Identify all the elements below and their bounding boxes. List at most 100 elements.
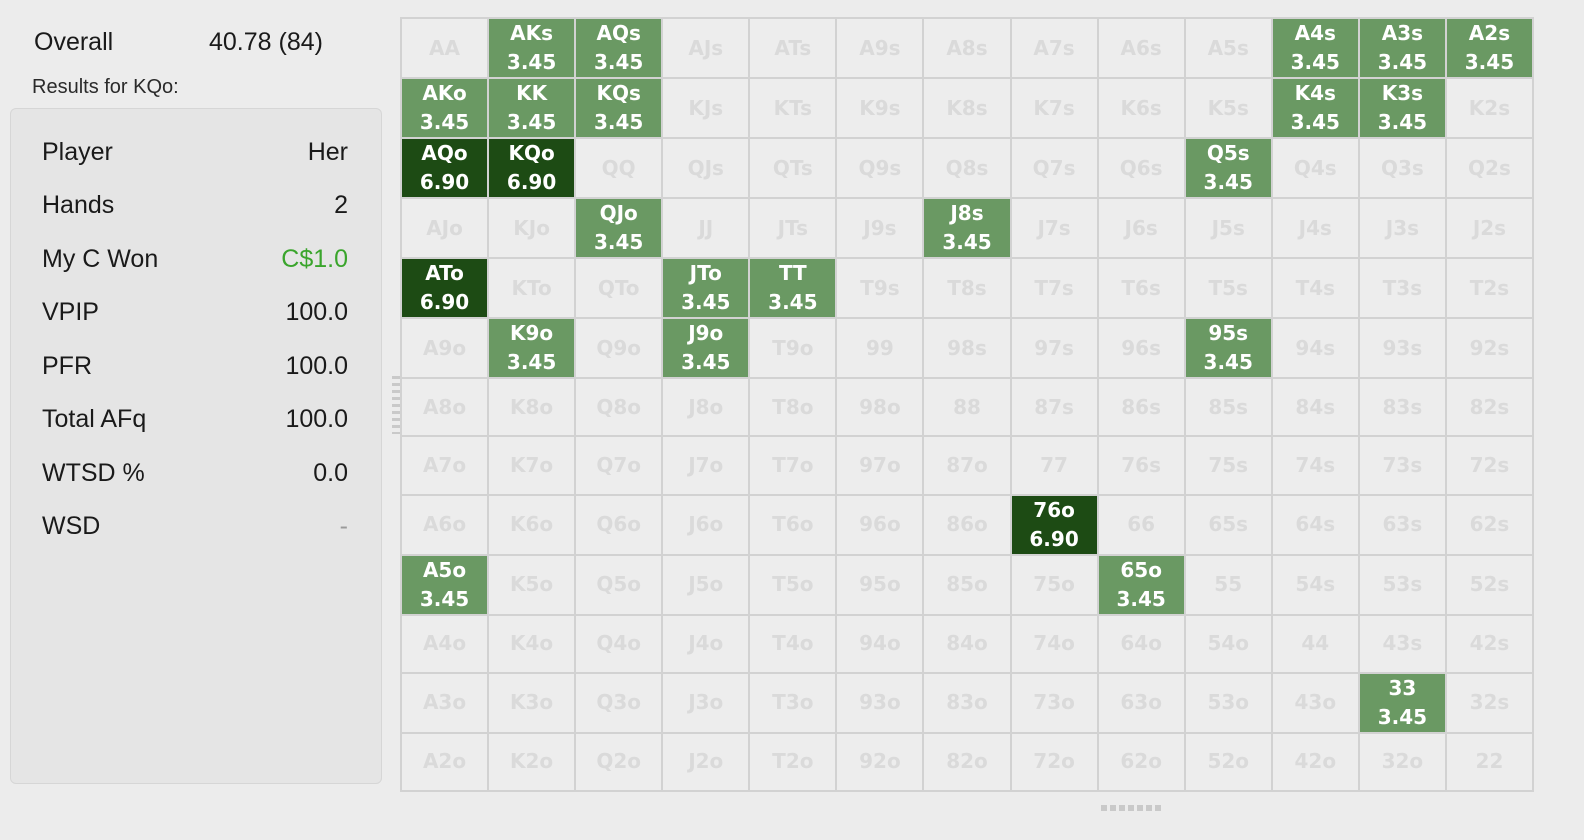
hand-cell-K4s[interactable]: K4s 3.45: [1272, 79, 1358, 137]
hand-cell-76o[interactable]: 76o 6.90: [1011, 495, 1097, 554]
hand-cell-82o[interactable]: 82o: [924, 733, 1010, 790]
hand-cell-KQs[interactable]: KQs 3.45: [576, 79, 662, 137]
hand-cell-A4o[interactable]: A4o: [402, 615, 488, 672]
hand-cell-T6s[interactable]: T6s: [1098, 259, 1184, 317]
hand-cell-94o[interactable]: 94o: [837, 615, 923, 672]
hand-cell-J6s[interactable]: J6s: [1098, 199, 1184, 257]
hand-cell-42s[interactable]: 42s: [1446, 615, 1532, 672]
hand-cell-K6s[interactable]: K6s: [1098, 79, 1184, 137]
hand-cell-J6o[interactable]: J6o: [663, 495, 749, 554]
hand-cell-98s[interactable]: 98s: [924, 319, 1010, 377]
hand-cell-T3o[interactable]: T3o: [750, 673, 836, 732]
hand-cell-95s[interactable]: 95s 3.45: [1185, 319, 1271, 377]
hand-cell-QTo[interactable]: QTo: [576, 259, 662, 317]
hand-cell-QTs[interactable]: QTs: [750, 139, 836, 197]
hand-cell-K2s[interactable]: K2s: [1446, 79, 1532, 137]
hand-cell-A4s[interactable]: A4s 3.45: [1272, 19, 1358, 77]
hand-cell-75s[interactable]: 75s: [1185, 437, 1271, 494]
hand-cell-J3o[interactable]: J3o: [663, 673, 749, 732]
hand-cell-96o[interactable]: 96o: [837, 495, 923, 554]
hand-cell-T6o[interactable]: T6o: [750, 495, 836, 554]
hand-cell-K8o[interactable]: K8o: [489, 379, 575, 436]
hand-cell-54s[interactable]: 54s: [1272, 555, 1358, 614]
hand-cell-Q2s[interactable]: Q2s: [1446, 139, 1532, 197]
hand-cell-52s[interactable]: 52s: [1446, 555, 1532, 614]
hand-cell-K6o[interactable]: K6o: [489, 495, 575, 554]
hand-cell-J8s[interactable]: J8s 3.45: [924, 199, 1010, 257]
hand-cell-98o[interactable]: 98o: [837, 379, 923, 436]
hand-cell-44[interactable]: 44: [1272, 615, 1358, 672]
hand-cell-A5s[interactable]: A5s: [1185, 19, 1271, 77]
hand-cell-33[interactable]: 33 3.45: [1359, 673, 1445, 732]
hand-cell-62s[interactable]: 62s: [1446, 495, 1532, 554]
hand-cell-J5s[interactable]: J5s: [1185, 199, 1271, 257]
hand-cell-Q6o[interactable]: Q6o: [576, 495, 662, 554]
hand-cell-K8s[interactable]: K8s: [924, 79, 1010, 137]
hand-cell-54o[interactable]: 54o: [1185, 615, 1271, 672]
hand-cell-ATo[interactable]: ATo 6.90: [402, 259, 488, 317]
hand-cell-J5o[interactable]: J5o: [663, 555, 749, 614]
hand-cell-A2o[interactable]: A2o: [402, 733, 488, 790]
hand-cell-TT[interactable]: TT 3.45: [750, 259, 836, 317]
hand-cell-Q3o[interactable]: Q3o: [576, 673, 662, 732]
hand-cell-88[interactable]: 88: [924, 379, 1010, 436]
hand-cell-Q7s[interactable]: Q7s: [1011, 139, 1097, 197]
hand-cell-Q4o[interactable]: Q4o: [576, 615, 662, 672]
hand-cell-55[interactable]: 55: [1185, 555, 1271, 614]
hand-cell-J7o[interactable]: J7o: [663, 437, 749, 494]
hand-cell-74s[interactable]: 74s: [1272, 437, 1358, 494]
hand-cell-K7s[interactable]: K7s: [1011, 79, 1097, 137]
hand-cell-A5o[interactable]: A5o 3.45: [402, 555, 488, 614]
hand-cell-75o[interactable]: 75o: [1011, 555, 1097, 614]
hand-cell-32s[interactable]: 32s: [1446, 673, 1532, 732]
hand-cell-86o[interactable]: 86o: [924, 495, 1010, 554]
hand-cell-Q4s[interactable]: Q4s: [1272, 139, 1358, 197]
hand-cell-JJ[interactable]: JJ: [663, 199, 749, 257]
hand-cell-T8s[interactable]: T8s: [924, 259, 1010, 317]
hand-cell-65o[interactable]: 65o 3.45: [1098, 555, 1184, 614]
hand-cell-AQs[interactable]: AQs 3.45: [576, 19, 662, 77]
hand-cell-84o[interactable]: 84o: [924, 615, 1010, 672]
hand-cell-86s[interactable]: 86s: [1098, 379, 1184, 436]
hand-cell-A8o[interactable]: A8o: [402, 379, 488, 436]
hand-cell-65s[interactable]: 65s: [1185, 495, 1271, 554]
hand-cell-T3s[interactable]: T3s: [1359, 259, 1445, 317]
hand-cell-64o[interactable]: 64o: [1098, 615, 1184, 672]
hand-cell-22[interactable]: 22: [1446, 733, 1532, 790]
hand-cell-K2o[interactable]: K2o: [489, 733, 575, 790]
hand-cell-73s[interactable]: 73s: [1359, 437, 1445, 494]
hand-cell-83o[interactable]: 83o: [924, 673, 1010, 732]
hand-cell-95o[interactable]: 95o: [837, 555, 923, 614]
hand-cell-53s[interactable]: 53s: [1359, 555, 1445, 614]
hand-cell-KTs[interactable]: KTs: [750, 79, 836, 137]
hand-cell-85o[interactable]: 85o: [924, 555, 1010, 614]
hand-cell-A7o[interactable]: A7o: [402, 437, 488, 494]
hand-cell-Q8o[interactable]: Q8o: [576, 379, 662, 436]
hand-cell-T5o[interactable]: T5o: [750, 555, 836, 614]
hand-cell-K5s[interactable]: K5s: [1185, 79, 1271, 137]
hand-cell-T9s[interactable]: T9s: [837, 259, 923, 317]
hand-cell-AA[interactable]: AA: [402, 19, 488, 77]
hand-cell-63s[interactable]: 63s: [1359, 495, 1445, 554]
hand-cell-J9s[interactable]: J9s: [837, 199, 923, 257]
hand-cell-A3o[interactable]: A3o: [402, 673, 488, 732]
hand-cell-KK[interactable]: KK 3.45: [489, 79, 575, 137]
hand-cell-73o[interactable]: 73o: [1011, 673, 1097, 732]
hand-cell-T2o[interactable]: T2o: [750, 733, 836, 790]
hand-cell-Q5o[interactable]: Q5o: [576, 555, 662, 614]
hand-cell-J9o[interactable]: J9o 3.45: [663, 319, 749, 377]
hand-cell-99[interactable]: 99: [837, 319, 923, 377]
hand-cell-T2s[interactable]: T2s: [1446, 259, 1532, 317]
hand-cell-ATs[interactable]: ATs: [750, 19, 836, 77]
hand-cell-J2o[interactable]: J2o: [663, 733, 749, 790]
hand-cell-K9s[interactable]: K9s: [837, 79, 923, 137]
vertical-splitter-handle[interactable]: [392, 376, 400, 434]
hand-cell-43o[interactable]: 43o: [1272, 673, 1358, 732]
hand-cell-62o[interactable]: 62o: [1098, 733, 1184, 790]
hand-cell-92o[interactable]: 92o: [837, 733, 923, 790]
hand-cell-QJs[interactable]: QJs: [663, 139, 749, 197]
hand-cell-82s[interactable]: 82s: [1446, 379, 1532, 436]
hand-cell-Q9s[interactable]: Q9s: [837, 139, 923, 197]
hand-cell-72o[interactable]: 72o: [1011, 733, 1097, 790]
hand-cell-J2s[interactable]: J2s: [1446, 199, 1532, 257]
